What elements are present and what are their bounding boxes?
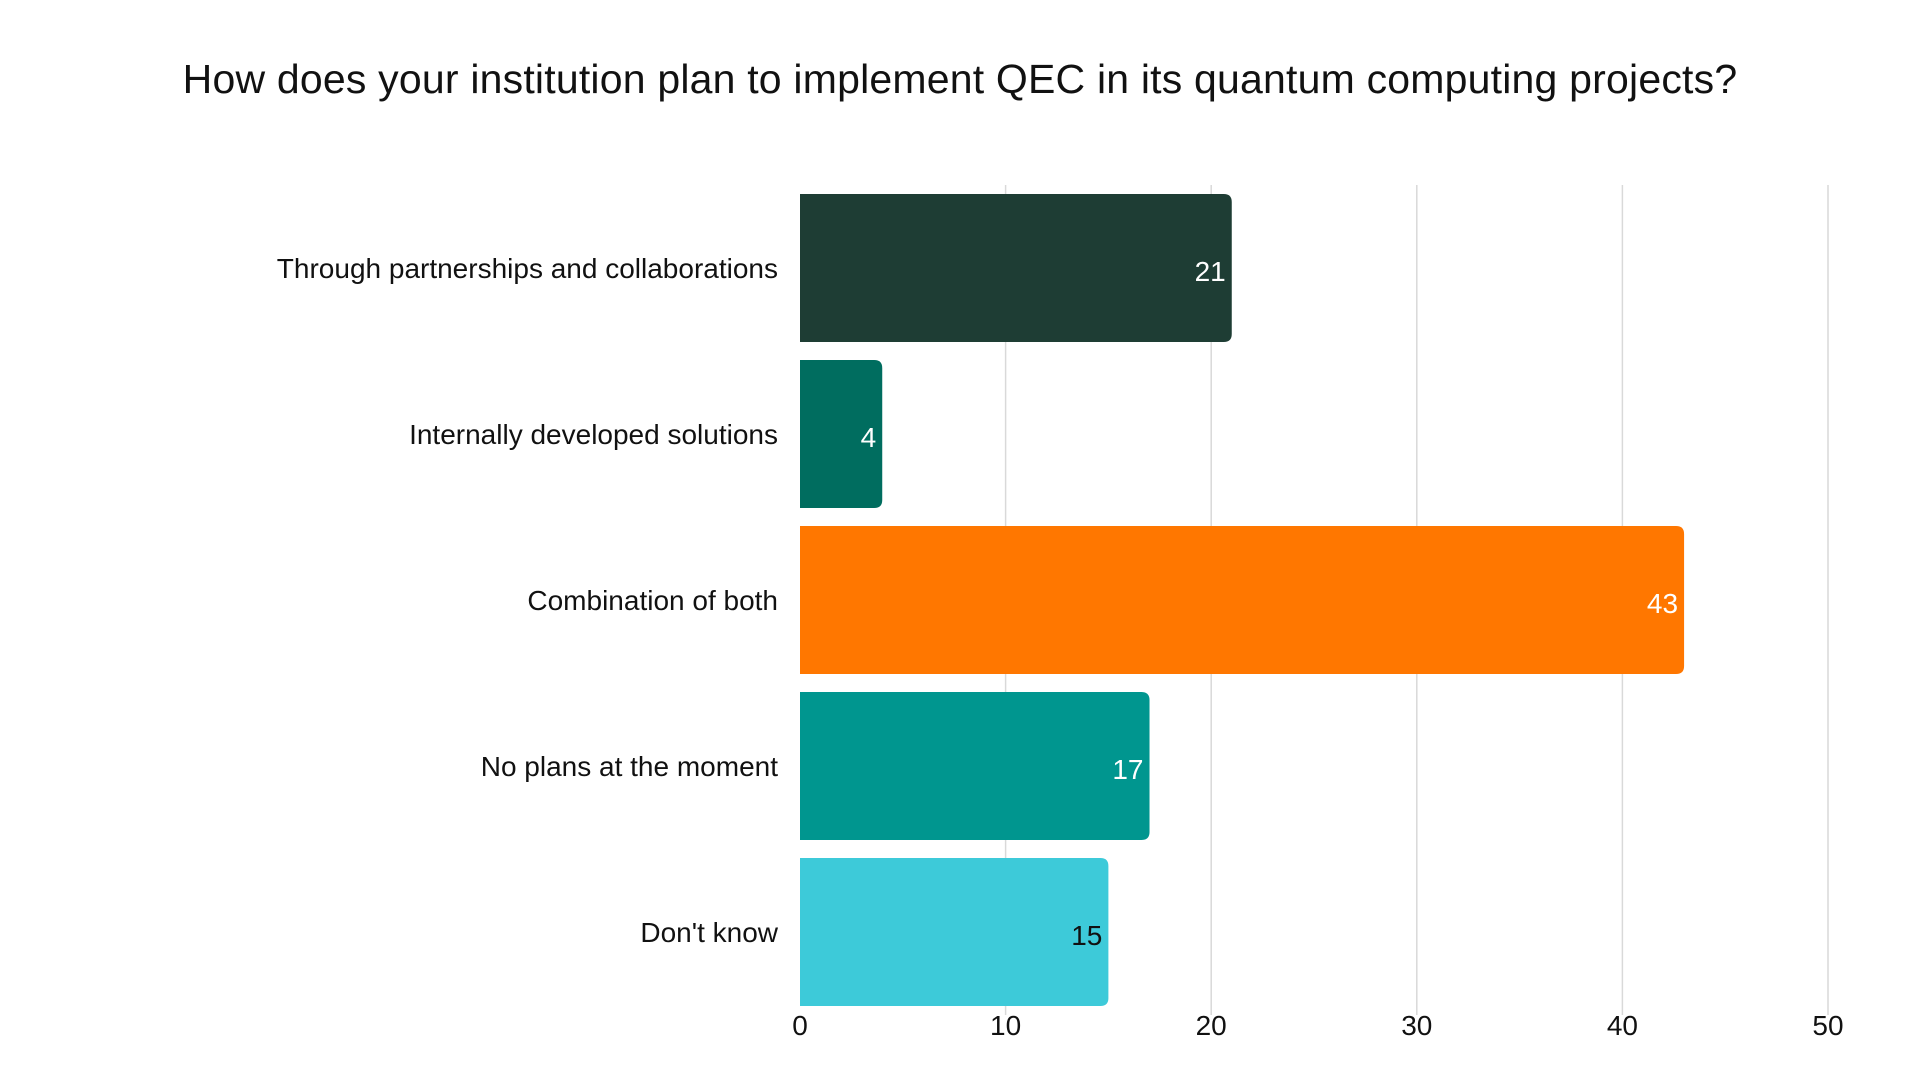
data-label: 17 (1112, 754, 1143, 785)
bar-2 (800, 360, 883, 508)
bar-1 (800, 194, 1232, 342)
x-tick-label: 0 (792, 1010, 808, 1041)
x-tick-label: 40 (1607, 1010, 1638, 1041)
data-label: 21 (1195, 256, 1226, 287)
bar-4 (800, 692, 1150, 840)
category-label: Internally developed solutions (409, 419, 778, 450)
data-label: 15 (1071, 920, 1102, 951)
data-labels: 21 4 43 17 15 (861, 256, 1678, 951)
category-label: Through partnerships and collaborations (277, 253, 778, 284)
category-label: Combination of both (527, 585, 778, 616)
bar-3 (800, 526, 1685, 674)
chart-title: How does your institution plan to implem… (182, 56, 1738, 102)
x-tick-label: 10 (990, 1010, 1021, 1041)
x-tick-label: 20 (1196, 1010, 1227, 1041)
category-labels: Through partnerships and collaborations I… (277, 253, 779, 948)
bars (800, 194, 1685, 1006)
data-label: 43 (1647, 588, 1678, 619)
x-tick-label: 30 (1401, 1010, 1432, 1041)
x-axis-ticks: 0 10 20 30 40 50 (792, 1010, 1843, 1041)
x-tick-label: 50 (1812, 1010, 1843, 1041)
category-label: No plans at the moment (481, 751, 778, 782)
bar-5 (800, 858, 1109, 1006)
data-label: 4 (861, 422, 877, 453)
category-label: Don't know (640, 917, 778, 948)
